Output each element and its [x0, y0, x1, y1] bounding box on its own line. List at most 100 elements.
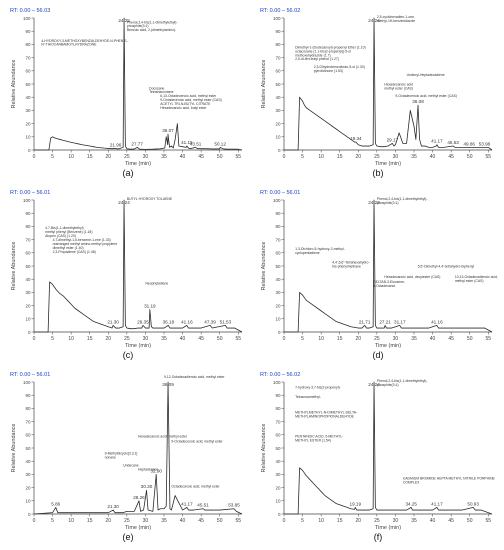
compound-annotation: METHYL ESTER (1.54) — [295, 438, 331, 442]
y-tick-label: 70 — [275, 237, 281, 242]
compound-annotation: phosphite(3:1) — [377, 383, 399, 387]
peak-label: 50.12 — [214, 141, 226, 146]
compound-annotation: ACETYL TRI-N-BUTYL CITRATE — [160, 102, 211, 106]
compound-annotation: 9-Octadecenoic acid, methyl ester (CAS) — [395, 94, 456, 98]
y-tick-label: 90 — [275, 211, 281, 216]
y-axis-label: Relative Abundance — [261, 424, 267, 473]
peak-label: 21.30 — [107, 319, 119, 324]
peak-label: 36.18 — [163, 319, 175, 324]
compound-annotation: Undecane — [123, 463, 139, 467]
peak-label: 19.19 — [350, 501, 362, 506]
x-tick-label: 45 — [448, 518, 454, 524]
compound-annotation: 4-HYDROXY-3-METHOXYBENZALDEHYDE-N-PHENYL… — [41, 39, 128, 43]
compound-annotation: phosphite(3:1) — [127, 24, 149, 28]
peak-label: 24.24 — [118, 200, 130, 205]
compound-annotation: pyrrolidinone (1.53) — [314, 69, 343, 73]
x-tick-label: 20 — [106, 154, 112, 160]
compound-annotation: Tetratriacontane — [149, 90, 173, 94]
peak-label: 28.26 — [133, 495, 145, 500]
compound-annotation: CADMIUM BROMIDE HEPTA METHYL NITRILE POR… — [403, 477, 496, 481]
y-tick-label: 100 — [273, 380, 281, 385]
x-tick-label: 10 — [68, 518, 74, 524]
panel-label: (c) — [123, 350, 134, 360]
x-tick-label: 15 — [337, 336, 343, 342]
x-tick-label: 35 — [411, 518, 417, 524]
x-tick-label: 20 — [356, 518, 362, 524]
x-tick-label: 35 — [161, 154, 167, 160]
panel-c: RT: 0.00 – 56.01 0 5 10 15 20 25 30 35 40 45 50 55 0 1… — [10, 190, 243, 360]
chromatogram-trace — [33, 381, 243, 515]
compound-annotation: 2,3-Propadiene (CAS) (1.48) — [53, 250, 96, 254]
compound-annotation: 7-hydroxy-3,7-bis(2-propenyl)- — [295, 386, 341, 390]
compound-annotation: 5,5'-Dimethyl-4,4'-tetrahydro-biphenyl — [418, 264, 475, 268]
y-tick-label: 80 — [275, 224, 281, 229]
y-tick-label: 90 — [25, 29, 31, 34]
compound-annotation: 9-Octadecenoic acid, methyl ester (CAS) — [160, 98, 221, 102]
compound-annotation: 4,4',6,6'-Tetrahexahydro- — [332, 260, 369, 264]
y-tick-label: 50 — [275, 264, 281, 269]
panel-a: RT: 0.00 – 56.03 0 5 10 15 20 25 30 35 40 45 50 55 0 1… — [10, 8, 243, 178]
y-tick-label: 50 — [275, 446, 281, 451]
compound-annotation: cyclopentadiene — [295, 251, 320, 255]
peak-label: 19.34 — [350, 136, 362, 141]
compound-annotation: dimethyl ester (1.40) — [53, 246, 84, 250]
y-tick-label: 0 — [28, 512, 31, 517]
x-tick-label: 5 — [51, 336, 54, 342]
y-tick-label: 30 — [275, 290, 281, 295]
y-tick-label: 70 — [25, 55, 31, 60]
chromatogram-trace — [284, 17, 493, 151]
compound-annotation: Hexadecanoic acid — [384, 82, 413, 86]
x-tick-label: 20 — [356, 336, 362, 342]
x-tick-label: 20 — [106, 336, 112, 342]
x-tick-label: 5 — [301, 154, 304, 160]
peak-label: 29.35 — [137, 319, 149, 324]
x-tick-label: 5 — [51, 518, 54, 524]
compound-annotation: Dimethyl-1-(Dodecanoyl)-propenyl Ether (… — [295, 45, 365, 49]
peak-label: 47.39 — [204, 319, 216, 324]
y-tick-label: 40 — [275, 277, 281, 282]
x-tick-label: 15 — [87, 518, 93, 524]
x-tick-label: 0 — [33, 518, 36, 524]
x-axis-label: Time (min) — [375, 525, 401, 531]
y-tick-label: 40 — [25, 459, 31, 464]
compound-annotation: BUTYL HYDROXY TOLUENE — [127, 197, 173, 201]
panel-e: RT: 0.00 – 56.01 0 5 10 15 20 25 30 35 40 45 50 55 0 1… — [10, 372, 243, 542]
x-tick-label: 10 — [68, 336, 74, 342]
compound-annotation: Atopen (CAS) (1.20) — [45, 234, 76, 238]
panel-b: RT: 0.00 – 56.02 0 5 10 15 20 25 30 35 40 45 50 55 0 1… — [260, 8, 493, 178]
panel-label: (d) — [373, 350, 384, 360]
y-tick-label: 70 — [275, 55, 281, 60]
x-tick-label: 40 — [180, 518, 186, 524]
peak-label: 27.21 — [379, 319, 391, 324]
x-tick-label: 20 — [106, 518, 112, 524]
y-tick-label: 70 — [25, 419, 31, 424]
x-tick-label: 40 — [430, 518, 436, 524]
compound-annotation: Hexadecanoic acid, decylester (CAS) — [384, 275, 440, 279]
x-tick-label: 55 — [486, 518, 492, 524]
peak-label: 21.30 — [107, 504, 119, 509]
y-tick-label: 100 — [273, 16, 281, 21]
y-tick-label: 40 — [275, 459, 281, 464]
y-tick-label: 30 — [25, 108, 31, 113]
compound-annotation: Neophytadiene — [145, 281, 168, 285]
panel-f: RT: 0.00 – 56.02 0 5 10 15 20 25 30 35 40 45 50 55 0 1… — [260, 372, 496, 542]
peak-label: 45.51 — [197, 503, 209, 508]
y-tick-label: 50 — [25, 264, 31, 269]
compound-annotation: 6,13-Octadecenoic acid, methyl ester — [160, 94, 217, 98]
y-tick-label: 20 — [25, 485, 31, 490]
y-tick-label: 60 — [275, 433, 281, 438]
y-tick-label: 80 — [25, 42, 31, 47]
chromatogram-trace — [34, 17, 243, 151]
x-tick-label: 30 — [143, 154, 149, 160]
y-axis-label: Relative Abundance — [261, 60, 267, 109]
compound-annotation: 2,5-cyclohexadien-1-one, — [377, 15, 415, 19]
y-tick-label: 0 — [278, 330, 281, 335]
x-axis-label: Time (min) — [125, 161, 151, 167]
x-tick-label: 30 — [393, 336, 399, 342]
peak-label: 41.15 — [181, 140, 193, 145]
peak-label: 53.98 — [479, 141, 491, 146]
x-tick-label: 35 — [411, 336, 417, 342]
x-tick-label: 40 — [180, 336, 186, 342]
x-tick-label: 45 — [198, 518, 204, 524]
